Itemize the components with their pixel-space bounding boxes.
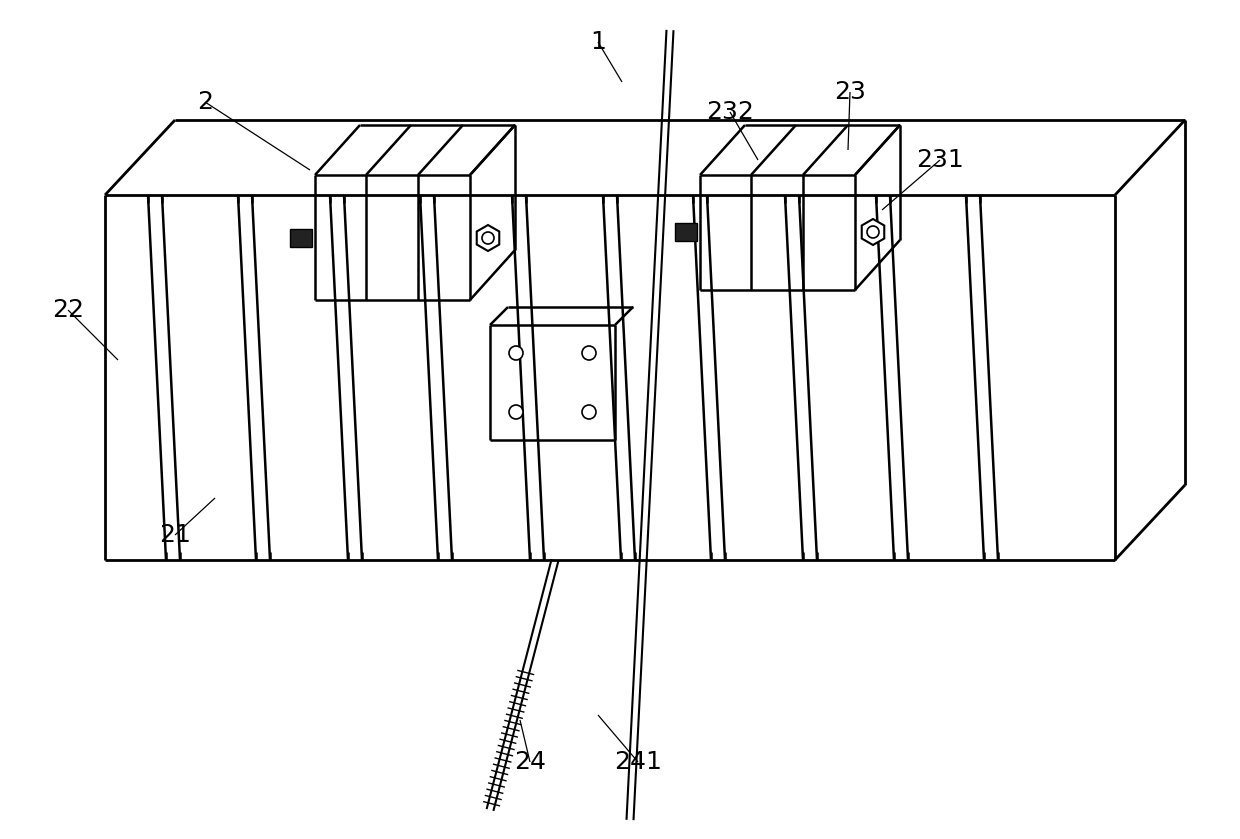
Text: 241: 241 (614, 750, 662, 774)
Text: 24: 24 (515, 750, 546, 774)
Circle shape (482, 232, 494, 244)
Bar (290, 229, 312, 247)
Circle shape (582, 346, 596, 360)
Circle shape (508, 346, 523, 360)
Circle shape (508, 405, 523, 419)
Text: 23: 23 (835, 80, 866, 104)
Text: 232: 232 (706, 100, 754, 124)
Circle shape (867, 226, 879, 238)
Polygon shape (476, 225, 500, 251)
Text: 1: 1 (590, 30, 606, 54)
Text: 2: 2 (197, 90, 213, 114)
Bar (675, 223, 697, 241)
Text: 231: 231 (916, 148, 963, 172)
Circle shape (582, 405, 596, 419)
Text: 22: 22 (52, 298, 84, 322)
Polygon shape (862, 219, 884, 245)
Text: 21: 21 (159, 523, 191, 547)
